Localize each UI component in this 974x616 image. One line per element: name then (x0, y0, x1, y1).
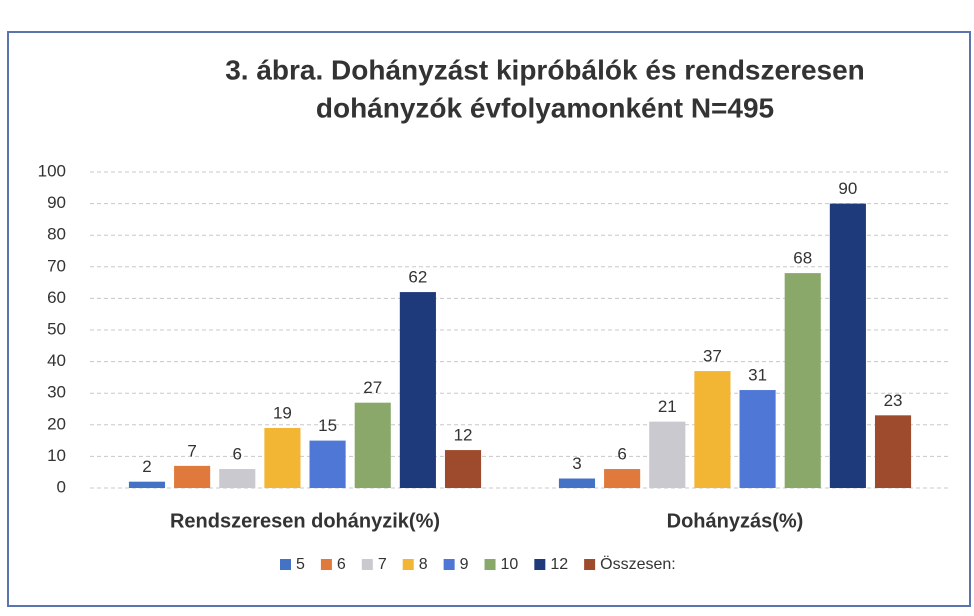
bar (784, 273, 821, 488)
x-tick-label: Dohányzás(%) (667, 510, 804, 532)
bar (264, 427, 301, 488)
bar (558, 478, 596, 488)
data-label: 15 (318, 416, 337, 435)
bar (309, 440, 346, 488)
data-label: 90 (838, 179, 857, 198)
bar (874, 415, 912, 488)
data-label: 37 (703, 347, 722, 366)
data-label: 62 (408, 268, 427, 287)
y-tick-label: 40 (47, 351, 66, 370)
y-tick-label: 90 (47, 193, 66, 212)
bar (694, 371, 731, 488)
legend-swatch (402, 559, 414, 570)
legend-label: 12 (550, 556, 568, 573)
legend-swatch (584, 559, 596, 570)
data-label: 19 (273, 403, 292, 422)
legend-label: Összesen: (600, 555, 676, 573)
chart-title: dohányzók évfolyamonként N=495 (316, 92, 774, 123)
data-label: 23 (884, 391, 903, 410)
bar (444, 450, 482, 488)
y-tick-label: 30 (47, 383, 66, 402)
legend-swatch (534, 559, 546, 570)
bar (354, 402, 391, 488)
y-tick-label: 100 (38, 161, 66, 180)
legend-label: 6 (337, 556, 346, 573)
bar (399, 292, 436, 488)
bar (128, 481, 166, 488)
y-tick-label: 10 (47, 446, 66, 465)
legend-swatch (361, 559, 373, 570)
legend-label: 10 (501, 556, 519, 573)
y-tick-label: 60 (47, 288, 66, 307)
data-label: 68 (793, 249, 812, 268)
data-label: 2 (142, 457, 151, 476)
data-label: 12 (454, 426, 473, 445)
bar (174, 465, 211, 488)
bar (829, 203, 866, 488)
data-label: 7 (187, 441, 196, 460)
legend-label: 7 (378, 556, 387, 573)
legend-swatch (280, 559, 291, 570)
data-label: 6 (233, 445, 242, 464)
y-tick-label: 0 (57, 477, 66, 496)
data-label: 6 (617, 445, 626, 464)
legend-swatch (443, 559, 455, 570)
bar (649, 421, 686, 488)
y-tick-label: 70 (47, 256, 66, 275)
data-label: 21 (658, 397, 677, 416)
legend-swatch (320, 559, 332, 570)
bar (604, 469, 641, 488)
legend-label: 8 (419, 556, 428, 573)
bar (739, 390, 776, 488)
chart-title: 3. ábra. Dohányzást kipróbálók és rendsz… (225, 54, 865, 85)
legend-label: 5 (296, 556, 305, 573)
y-tick-label: 50 (47, 319, 66, 338)
data-label: 31 (748, 366, 767, 385)
legend-label: 9 (460, 556, 469, 573)
data-label: 3 (572, 454, 581, 473)
legend-swatch (484, 559, 496, 570)
y-tick-label: 20 (47, 414, 66, 433)
x-tick-label: Rendszeresen dohányzik(%) (170, 510, 440, 532)
data-label: 27 (363, 378, 382, 397)
bar (219, 469, 256, 488)
y-tick-label: 80 (47, 225, 66, 244)
